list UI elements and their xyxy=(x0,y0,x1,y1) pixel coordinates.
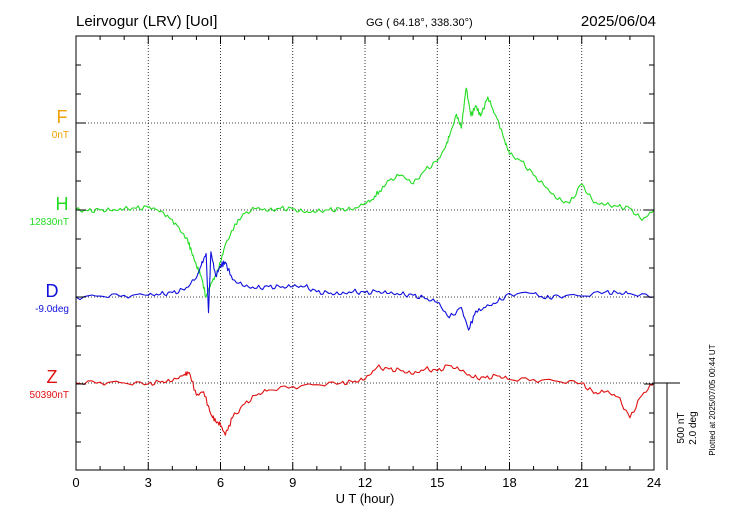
axis-ticks xyxy=(75,35,655,470)
x-tick-label: 3 xyxy=(145,475,152,490)
baseline-H: 12830nT xyxy=(30,217,69,228)
series-line-H xyxy=(75,87,655,298)
series-line-D xyxy=(75,251,655,331)
x-tick-label: 21 xyxy=(575,475,589,490)
x-tick-label: 18 xyxy=(502,475,516,490)
label-D: D xyxy=(46,281,59,301)
x-tick-label: 9 xyxy=(289,475,296,490)
x-tick-labels: 0 3 6 9 12 15 18 21 24 xyxy=(72,475,661,490)
plotted-note: Plotted at 2025/07/05 00:44 UT xyxy=(708,344,717,455)
baseline-Z: 50390nT xyxy=(30,390,69,401)
geo-coords: GG ( 64.18°, 338.30°) xyxy=(366,17,473,29)
date-label: 2025/06/04 xyxy=(581,13,656,30)
baseline-F: 0nT xyxy=(52,130,69,141)
station-title: Leirvogur (LRV) [UoI] xyxy=(76,13,217,30)
label-H: H xyxy=(56,194,69,214)
grid-lines xyxy=(76,36,654,470)
x-tick-label: 15 xyxy=(430,475,444,490)
x-axis-label: U T (hour) xyxy=(336,491,395,506)
scale-bar-nt-label: 500 nT xyxy=(676,412,687,443)
series-line-Z xyxy=(75,364,655,436)
series-lines xyxy=(75,87,655,436)
label-F: F xyxy=(57,107,68,127)
baseline-D: -9.0deg xyxy=(35,304,69,315)
scale-bar-deg-label: 2.0 deg xyxy=(688,411,699,444)
x-tick-label: 6 xyxy=(217,475,224,490)
x-tick-label: 0 xyxy=(72,475,79,490)
x-tick-label: 12 xyxy=(358,475,372,490)
label-Z: Z xyxy=(47,367,58,387)
x-tick-label: 24 xyxy=(647,475,661,490)
